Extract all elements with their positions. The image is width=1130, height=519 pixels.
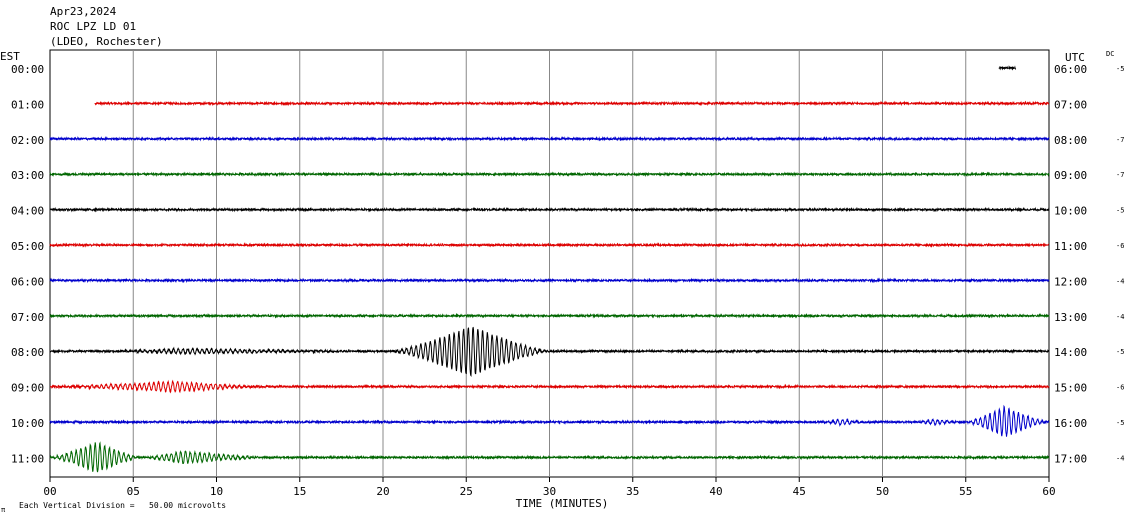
- dc-offset-label: -7: [1116, 171, 1124, 179]
- est-hour-label: 09:00: [11, 382, 44, 395]
- x-tick-label: 15: [293, 485, 306, 498]
- est-hour-label: 02:00: [11, 134, 44, 147]
- trace-line: [49, 206, 1050, 213]
- header-date: Apr23,2024: [50, 5, 117, 18]
- dc-offset-label: -4: [1116, 277, 1124, 285]
- est-hour-label: 06:00: [11, 275, 44, 288]
- x-axis-title: TIME (MINUTES): [516, 497, 609, 510]
- left-axis-title: EST: [0, 50, 20, 63]
- dc-offset-label: -6: [1116, 384, 1124, 392]
- x-tick-label: 20: [376, 485, 389, 498]
- grid-lines: [49, 49, 1050, 478]
- est-hour-label: 03:00: [11, 169, 44, 182]
- trace-line: [49, 312, 1050, 319]
- est-hour-label: 04:00: [11, 205, 44, 218]
- utc-hour-label: 16:00: [1054, 417, 1087, 430]
- trace-line: [49, 135, 1050, 142]
- trace-line: [998, 65, 1017, 71]
- est-hour-label: 00:00: [11, 63, 44, 76]
- utc-hour-labels: 06:00 07:00 08:00 09:00 10:00 11:00 12:00 13:00…: [1054, 63, 1087, 465]
- est-hour-labels: 00:00 01:00 02:00 03:00 04:00 05:00 06:00 07:00…: [11, 63, 44, 465]
- utc-hour-label: 15:00: [1054, 382, 1087, 395]
- trace-line: [94, 100, 1050, 107]
- x-tick-label: 10: [210, 485, 223, 498]
- x-tick-label: 25: [460, 485, 473, 498]
- dc-offset-label: -7: [1116, 136, 1124, 144]
- lamont-logo-mark: π: [1, 506, 6, 514]
- utc-hour-label: 08:00: [1054, 134, 1087, 147]
- trace-line: [49, 171, 1050, 178]
- trace-line: [49, 277, 1050, 284]
- x-tick-label: 55: [959, 485, 972, 498]
- est-hour-label: 08:00: [11, 346, 44, 359]
- est-hour-label: 11:00: [11, 452, 44, 465]
- trace-line: [49, 404, 1050, 437]
- right-axis-title: UTC: [1065, 51, 1085, 64]
- est-hour-label: 01:00: [11, 98, 44, 111]
- dc-offset-label: -5: [1116, 419, 1124, 427]
- dc-offset-label: -5: [1116, 348, 1124, 356]
- header-network: (LDEO, Rochester): [50, 35, 163, 48]
- dc-offset-label: -4: [1116, 454, 1124, 462]
- x-tick-label: 30: [543, 485, 556, 498]
- dc-offset-labels: -5 -7 -7 -5 -6 -4 -4 -5 -6 -5 -4: [1116, 65, 1124, 462]
- x-tick-label: 05: [127, 485, 140, 498]
- trace-line: [49, 379, 1050, 394]
- dc-offset-label: -6: [1116, 242, 1124, 250]
- utc-hour-label: 11:00: [1054, 240, 1087, 253]
- x-tick-label: 50: [876, 485, 889, 498]
- trace-line: [49, 242, 1050, 248]
- dc-offset-label: -5: [1116, 65, 1124, 73]
- trace-line: [49, 441, 1050, 473]
- dc-offset-label: -5: [1116, 207, 1124, 215]
- x-tick-label: 00: [43, 485, 56, 498]
- x-tick-label: 40: [709, 485, 722, 498]
- dc-offset-label: -4: [1116, 313, 1124, 321]
- header-station: ROC LPZ LD 01: [50, 20, 136, 33]
- x-tick-label: 60: [1042, 485, 1055, 498]
- utc-hour-label: 13:00: [1054, 311, 1087, 324]
- trace-line: [49, 326, 1050, 378]
- utc-hour-label: 07:00: [1054, 98, 1087, 111]
- utc-hour-label: 14:00: [1054, 346, 1087, 359]
- est-hour-label: 10:00: [11, 417, 44, 430]
- utc-hour-label: 06:00: [1054, 63, 1087, 76]
- scale-note: Each Vertical Division = 50.00 microvolt…: [19, 501, 226, 510]
- seismic-traces: [49, 65, 1050, 473]
- est-hour-label: 07:00: [11, 311, 44, 324]
- utc-hour-label: 10:00: [1054, 205, 1087, 218]
- x-tick-label: 35: [626, 485, 639, 498]
- x-tick-label: 45: [793, 485, 806, 498]
- x-axis: 00 05 10 15 20 25 30 35 40 45 50 55 60: [43, 477, 1056, 498]
- utc-hour-label: 17:00: [1054, 452, 1087, 465]
- utc-hour-label: 09:00: [1054, 169, 1087, 182]
- utc-hour-label: 12:00: [1054, 275, 1087, 288]
- dc-label: DC: [1106, 50, 1114, 58]
- est-hour-label: 05:00: [11, 240, 44, 253]
